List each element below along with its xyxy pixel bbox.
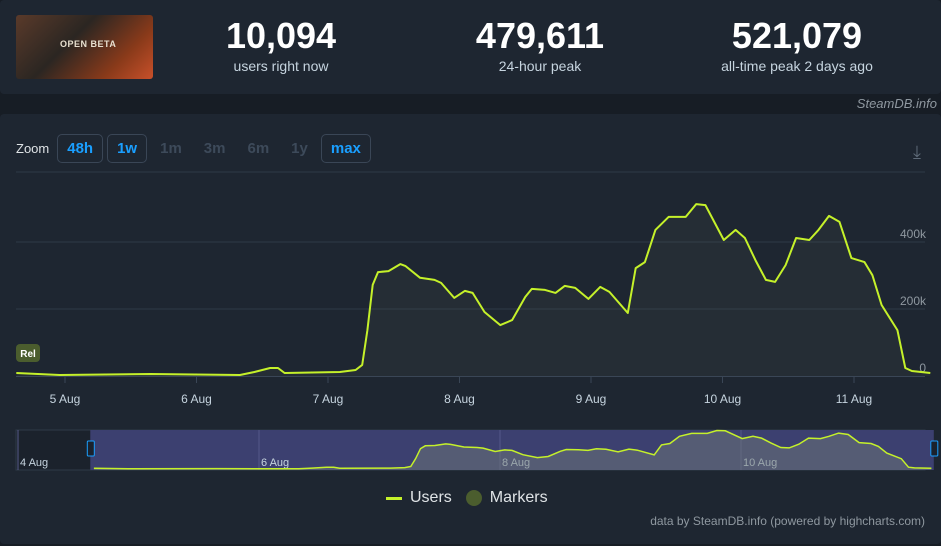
x-tick-label: 11 Aug — [836, 392, 872, 406]
navigator-handle-right[interactable] — [930, 440, 939, 457]
zoom-48h-button[interactable]: 48h — [57, 134, 104, 163]
zoom-1y-button[interactable]: 1y — [291, 140, 308, 157]
legend: Users Markers — [386, 489, 548, 507]
stat-24h-peak: 479,611 24-hour peak — [430, 15, 650, 75]
navigator-handle-left[interactable] — [86, 440, 95, 457]
zoom-1w-button[interactable]: 1w — [107, 134, 148, 163]
stat-value: 479,611 — [475, 15, 605, 56]
download-icon[interactable]: ⤓ — [913, 142, 921, 162]
x-tick-label: 9 Aug — [576, 392, 607, 406]
stat-label: users right now — [233, 58, 329, 74]
navigator-tick-label: 6 Aug — [261, 457, 289, 469]
x-tick-label: 7 Aug — [313, 392, 344, 406]
chart-panel: Zoom 48h 1w 1m 3m 6m 1y max ⤓ Users Mark… — [0, 114, 941, 544]
x-tick-label: 8 Aug — [444, 392, 475, 406]
navigator-line — [93, 429, 932, 470]
stat-value: 10,094 — [225, 15, 337, 56]
series-area-users — [16, 204, 931, 376]
legend-markers[interactable]: Markers — [489, 489, 548, 506]
y-tick-label: 0 — [919, 361, 926, 375]
x-tick-label: 5 Aug — [50, 392, 81, 406]
zoom-6m-button[interactable]: 6m — [247, 140, 270, 157]
zoom-label: Zoom — [16, 141, 50, 156]
x-tick-label: 10 Aug — [704, 392, 741, 406]
chart-footer[interactable]: data by SteamDB.info (powered by highcha… — [650, 514, 925, 528]
stat-all-time-peak: 521,079 all-time peak 2 days ago — [687, 15, 907, 75]
stat-current: 10,094 users right now — [171, 15, 391, 75]
series-line-users — [16, 203, 931, 376]
release-marker — [16, 344, 40, 362]
x-tick-label: 6 Aug — [181, 392, 212, 406]
zoom-max-button[interactable]: max — [320, 134, 371, 163]
zoom-3m-button[interactable]: 3m — [203, 140, 226, 157]
navigator-area — [93, 430, 932, 470]
stat-value: 521,079 — [731, 15, 863, 56]
stats-header: OPEN BETA 10,094 users right now 479,611 2… — [0, 0, 941, 94]
y-tick-label: 400k — [900, 227, 927, 241]
legend-users[interactable]: Users — [410, 489, 452, 506]
navigator-tick-label: 4 Aug — [20, 457, 48, 469]
game-thumbnail[interactable]: OPEN BETA — [16, 15, 153, 79]
thumbnail-text: OPEN BETA — [60, 39, 117, 49]
stat-label: all-time peak 2 days ago — [721, 58, 873, 74]
zoom-1m-button[interactable]: 1m — [160, 140, 182, 157]
markers-legend-icon — [465, 490, 482, 506]
steamdb-credit[interactable]: SteamDB.info — [856, 96, 937, 111]
release-marker-label: Rel — [20, 349, 36, 360]
users-legend-icon — [386, 496, 402, 500]
zoom-controls: Zoom 48h 1w 1m 3m 6m 1y max — [16, 134, 371, 163]
y-tick-label: 200k — [900, 294, 927, 308]
stat-label: 24-hour peak — [498, 58, 582, 74]
